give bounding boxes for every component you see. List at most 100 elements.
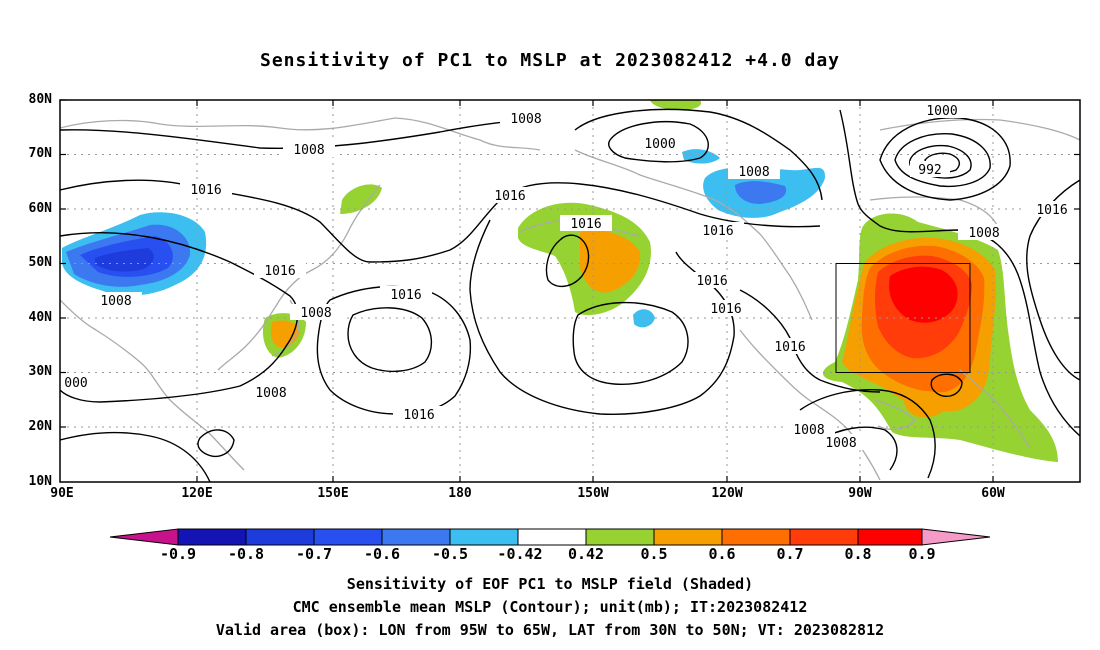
colorbar-segment <box>653 528 723 546</box>
colorbar-segment <box>177 528 247 546</box>
colorbar-label: 0.5 <box>640 545 668 563</box>
map-frame <box>59 99 1081 483</box>
svg-text:1008: 1008 <box>300 306 331 321</box>
colorbar-label: -0.42 <box>497 545 543 563</box>
svg-text:1016: 1016 <box>702 224 733 239</box>
contour-label: 1016 <box>764 338 816 355</box>
svg-text:1008: 1008 <box>255 386 286 401</box>
contour-label: 1016 <box>692 222 744 239</box>
svg-text:1008: 1008 <box>100 294 131 309</box>
contour-label: 1000 <box>634 135 686 152</box>
lon-label: 150W <box>577 486 609 501</box>
colorbar-left-triangle <box>109 528 179 546</box>
colorbar-label: 0.42 <box>567 545 605 563</box>
colorbar-segment <box>245 528 315 546</box>
colorbar-label: 0.8 <box>844 545 872 563</box>
contour-label: 1008 <box>728 163 780 180</box>
lon-label: 90W <box>848 486 872 501</box>
svg-text:1016: 1016 <box>494 189 525 204</box>
negative-sensitivity-asia-max <box>95 248 154 272</box>
lon-label: 150E <box>317 486 349 501</box>
colorbar-label: 0.9 <box>908 545 936 563</box>
colorbar-segment <box>585 528 655 546</box>
mslp-contours <box>60 108 1080 482</box>
svg-text:1008: 1008 <box>510 112 541 127</box>
svg-text:1008: 1008 <box>738 165 769 180</box>
svg-text:1008: 1008 <box>968 226 999 241</box>
caption-line-1: Sensitivity of EOF PC1 to MSLP field (Sh… <box>346 575 754 593</box>
svg-text:1000: 1000 <box>644 137 675 152</box>
svg-text:1016: 1016 <box>774 340 805 355</box>
positive-sensitivity-kamchatka <box>340 184 382 214</box>
colorbar-label: 0.7 <box>776 545 804 563</box>
positive-sensitivity-gulf-alaska-core <box>580 230 641 293</box>
valid-area-box <box>835 263 971 373</box>
contour-label: 1008 <box>90 292 142 309</box>
contour-label: 1008 <box>290 304 342 321</box>
colorbar-label: -0.5 <box>431 545 469 563</box>
positive-sensitivity-eastern-us-max <box>889 266 958 323</box>
colorbar-segment <box>789 528 859 546</box>
lat-label: 40N <box>28 310 52 325</box>
contour-label: 992 <box>910 161 950 178</box>
contour-label: 1016 <box>1026 201 1078 218</box>
contour-label: 000 <box>60 374 92 391</box>
negative-sensitivity-canada-core <box>735 181 787 204</box>
lon-label: 120E <box>181 486 213 501</box>
svg-text:1008: 1008 <box>293 143 324 158</box>
lat-label: 50N <box>28 255 52 270</box>
lat-label: 60N <box>28 201 52 216</box>
colorbar-label: -0.6 <box>363 545 401 563</box>
colorbar-label: -0.7 <box>295 545 333 563</box>
colorbar-segment <box>517 528 587 546</box>
lon-label: 90E <box>50 486 74 501</box>
positive-sensitivity-caribbean-orange <box>903 390 950 418</box>
colorbar-segment <box>857 528 923 546</box>
contour-label: 1016 <box>393 406 445 423</box>
lat-label: 10N <box>28 474 52 489</box>
svg-text:1016: 1016 <box>403 408 434 423</box>
contour-label: 1016 <box>700 300 752 317</box>
contour-label: 1000 <box>916 102 968 119</box>
colorbar-segment <box>381 528 451 546</box>
lat-label: 30N <box>28 364 52 379</box>
caption-line-3: Valid area (box): LON from 95W to 65W, L… <box>215 621 885 639</box>
svg-text:000: 000 <box>64 376 87 391</box>
svg-text:1016: 1016 <box>696 274 727 289</box>
colorbar-label: -0.9 <box>159 545 197 563</box>
lon-label: 60W <box>981 486 1005 501</box>
colorbar-label: -0.8 <box>227 545 265 563</box>
lat-label: 80N <box>28 92 52 107</box>
axis-ticks <box>60 99 1080 482</box>
contour-label: 1016 <box>380 286 432 303</box>
contour-label: 1016 <box>560 215 612 232</box>
colorbar <box>109 528 991 546</box>
contour-label: 1008 <box>815 434 867 451</box>
grid-lines <box>60 100 1080 482</box>
svg-text:1016: 1016 <box>710 302 741 317</box>
contour-label: 1008 <box>283 141 335 158</box>
positive-sensitivity-arctic <box>650 100 702 110</box>
lat-label: 20N <box>28 419 52 434</box>
svg-text:1016: 1016 <box>264 264 295 279</box>
svg-text:1016: 1016 <box>190 183 221 198</box>
lon-label: 120W <box>711 486 743 501</box>
coastlines <box>60 117 1080 481</box>
lat-label: 70N <box>28 146 52 161</box>
colorbar-segment <box>313 528 383 546</box>
contour-label: 1016 <box>180 181 232 198</box>
svg-text:1016: 1016 <box>390 288 421 303</box>
svg-text:992: 992 <box>918 163 941 178</box>
contour-label: 1016 <box>484 187 536 204</box>
caption-line-2: CMC ensemble mean MSLP (Contour); unit(m… <box>292 598 808 616</box>
lon-label: 180 <box>448 486 472 501</box>
svg-text:1000: 1000 <box>926 104 957 119</box>
contour-label: 1016 <box>254 262 306 279</box>
shaded-sensitivity <box>62 100 1058 462</box>
svg-text:1016: 1016 <box>570 217 601 232</box>
contour-label: 1008 <box>500 110 552 127</box>
negative-sensitivity-pacific-spot <box>633 309 655 328</box>
contour-label: 1008 <box>245 384 297 401</box>
contour-label: 1008 <box>958 224 1010 241</box>
